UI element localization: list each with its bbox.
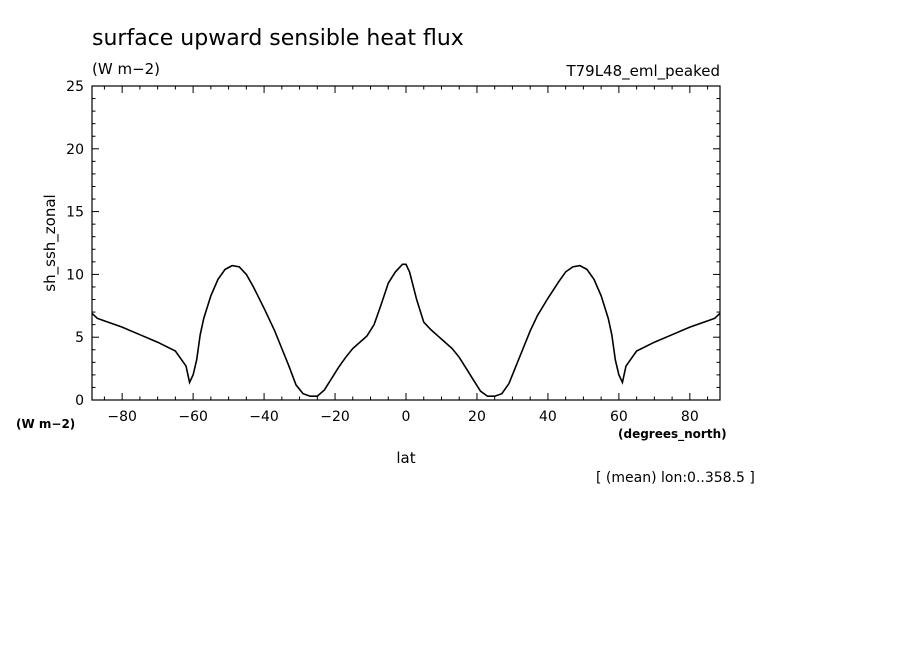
footnote: [ (mean) lon:0..358.5 ] [596, 470, 755, 486]
x-axis-title: lat [396, 449, 415, 467]
plot-frame [91, 85, 721, 401]
y-units-label: (W m−2) [16, 417, 75, 431]
x-tick-label: 20 [468, 409, 486, 425]
x-tick-label: −60 [178, 409, 208, 425]
y-tick-label: 0 [75, 393, 84, 409]
units-label: (W m−2) [92, 60, 160, 78]
chart-title: surface upward sensible heat flux [92, 26, 464, 51]
y-tick-labels: 0 5 10 15 20 25 [66, 79, 84, 409]
y-tick-label: 5 [75, 330, 84, 346]
x-tick-label: 0 [402, 409, 411, 425]
series-line [91, 263, 721, 398]
y-tick-label: 10 [66, 267, 84, 283]
ticks [92, 85, 720, 401]
x-tick-label: −40 [249, 409, 279, 425]
x-tick-label: −20 [320, 409, 350, 425]
x-tick-label: 60 [610, 409, 628, 425]
y-tick-label: 20 [66, 142, 84, 158]
y-tick-label: 15 [66, 205, 84, 221]
x-tick-label: 80 [681, 409, 699, 425]
x-tick-labels: −80 −60 −40 −20 0 20 40 60 80 [107, 409, 698, 425]
x-tick-label: 40 [539, 409, 557, 425]
y-tick-label: 25 [66, 79, 84, 95]
model-label: T79L48_eml_peaked [565, 62, 720, 81]
y-axis-title: sh_ssh_zonal [41, 194, 60, 291]
x-units-label: (degrees_north) [618, 427, 727, 442]
x-tick-label: −80 [107, 409, 137, 425]
